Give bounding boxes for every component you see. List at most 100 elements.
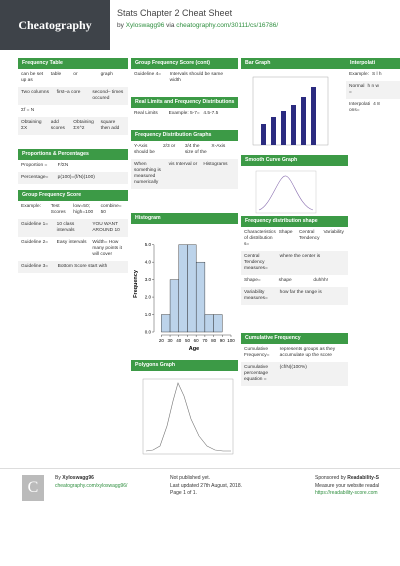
cell: Percentage=	[21, 175, 49, 180]
cell: how far the range is	[279, 290, 322, 295]
bar	[204, 314, 214, 333]
sheet-url[interactable]: cheatography.com/30111/cs/16786/	[176, 22, 279, 29]
section: Smooth Curve Graph	[241, 155, 348, 221]
cell: Guideline 4=	[134, 72, 162, 77]
cell: Interpolati ons=	[349, 102, 371, 113]
cell: table	[50, 72, 62, 77]
row: Cumulative percentage equation = (cf/N)(1…	[241, 362, 348, 386]
author[interactable]: Xyloswagg96	[125, 22, 165, 29]
histogram-chart: 0.0 1.0 2.0 3.0 4.0 5.0 20 30 40 50 60 70 80 90 100 Age…	[131, 224, 238, 359]
cell: duhhh!	[313, 278, 328, 283]
cell: Obtaining ΣX^2	[73, 120, 94, 131]
x-tick-label: 100	[227, 338, 235, 343]
cell: represents groups as they accumulate up …	[279, 347, 336, 358]
y-tick-label: 2.0	[145, 295, 152, 300]
cell: Example: 5-7=	[168, 111, 200, 116]
row: When something is measured numerically vi…	[131, 159, 238, 189]
row: Shape= shape duhhh!	[241, 275, 348, 287]
footer-author: By Xyloswagg96 cheatography.com/xyloswag…	[55, 475, 127, 490]
cell: Obtaining ΣX	[21, 120, 42, 131]
y-tick-label: 0.0	[145, 330, 152, 335]
cell: Σf = N	[21, 108, 35, 113]
row: Two columns first–a core second– times occ…	[18, 87, 128, 105]
sponsor-by: Sponsored by	[315, 475, 346, 481]
row: Guideline 4= Intervals should be same wid…	[131, 69, 238, 87]
x-tick-label: 40	[176, 338, 182, 343]
bar-graph-image	[241, 69, 348, 154]
cell: (cf/N)(100%)	[279, 365, 307, 370]
section-title: Frequency distribution shape	[241, 216, 348, 227]
section: Frequency distribution shape Characterist…	[241, 216, 348, 305]
cell: Central Tendency	[298, 230, 320, 241]
section-title: Histogram	[131, 213, 238, 224]
cell: Width= How many points it will cover	[92, 240, 122, 257]
by: By	[55, 475, 61, 481]
section: Interpolati Example: S l h Normal = h n w Int…	[346, 58, 400, 117]
cell: Guideline 3=	[21, 264, 49, 269]
x-tick-label: 80	[211, 338, 217, 343]
section: Group Frequency Score Example: Test Scores…	[18, 190, 128, 273]
row: Cumulative Frequency= represents groups a…	[241, 344, 348, 362]
cell: 4.5-7.5	[203, 111, 219, 116]
section: Histogram 0.0 1.0 2.0 3.0 4.0 5.0 20 30 40 50 60 70…	[131, 213, 238, 359]
cell: combine= 50	[100, 204, 122, 215]
y-tick-label: 3.0	[145, 277, 152, 282]
published: Not published yet.	[170, 475, 211, 481]
cell: graph	[100, 72, 113, 77]
bar	[161, 314, 171, 333]
y-axis-label: Frequency	[133, 269, 139, 298]
row: Example: Test Scores low=50; high=100 combi…	[18, 201, 128, 219]
sponsor[interactable]: Readability-S	[347, 475, 379, 481]
cell: Variability measures=	[244, 290, 268, 301]
section: Group Frequency Score (cont) Guideline 4=…	[131, 58, 238, 87]
author[interactable]: Xyloswagg96	[62, 475, 94, 481]
section-title: Group Frequency Score (cont)	[131, 58, 238, 69]
section-title: Proportions & Percentages	[18, 149, 128, 160]
cell: Guideline 1=	[21, 222, 49, 227]
cell: 3/4 the size of the	[184, 144, 207, 155]
bar	[178, 244, 188, 333]
via: via	[166, 22, 175, 29]
section: Frequency Table can be set up as table or gr…	[18, 58, 128, 135]
section: Real Limits and Frequency Distributions R…	[131, 97, 238, 120]
cell: second– times occured	[92, 90, 124, 101]
row: Guideline 3= Bottom Score start with	[18, 261, 128, 273]
row: Example: S l h	[346, 69, 400, 81]
section: Cumulative Frequency Cumulative Frequency…	[241, 333, 348, 386]
cell: S l h	[372, 72, 382, 77]
y-tick-label: 4.0	[145, 260, 152, 265]
cell: Normal =	[349, 84, 365, 95]
sponsor-url[interactable]: https://readability-score.com	[315, 490, 378, 496]
by: by	[117, 22, 124, 29]
cell: p(100)=(f/N)(100)	[57, 175, 95, 180]
x-tick-label: 90	[220, 338, 226, 343]
bar	[195, 261, 206, 333]
cell: F/ΣN	[57, 163, 69, 168]
sheet-title: Stats Chapter 2 Cheat Sheet	[117, 8, 233, 18]
cell: square then add	[100, 120, 120, 131]
polygon-image	[131, 371, 238, 466]
cell: vis Interval or	[168, 162, 198, 167]
section: Bar Graph	[241, 58, 348, 154]
row: Characteristics of distribution s= Shape C…	[241, 227, 348, 251]
author-icon: C	[22, 475, 44, 501]
cell: Proportion =	[21, 163, 48, 168]
cell: Shape=	[244, 278, 261, 283]
cell: When something is measured numerically	[134, 162, 161, 185]
section: Frequency Distribution Graphs Y-Axis shou…	[131, 130, 238, 189]
x-tick-label: 20	[159, 338, 165, 343]
cell: Real Limits	[134, 111, 158, 116]
author-url[interactable]: cheatography.com/xyloswagg96/	[55, 482, 128, 489]
cell: Example:	[21, 204, 41, 209]
logo[interactable]: Cheatography	[0, 0, 110, 50]
cell: Shape	[278, 230, 293, 235]
x-tick-label: 30	[168, 338, 174, 343]
cell: Cumulative Frequency=	[244, 347, 270, 358]
cell: first–a core	[56, 90, 81, 95]
cell: 10 class intervals	[56, 222, 75, 233]
x-tick-label: 70	[202, 338, 208, 343]
footer-meta: Not published yet. Last updated 27th Aug…	[170, 475, 242, 498]
section-title: Interpolati	[346, 58, 400, 69]
footer-sponsor: Sponsored by Readability-S Measure your …	[315, 475, 379, 498]
